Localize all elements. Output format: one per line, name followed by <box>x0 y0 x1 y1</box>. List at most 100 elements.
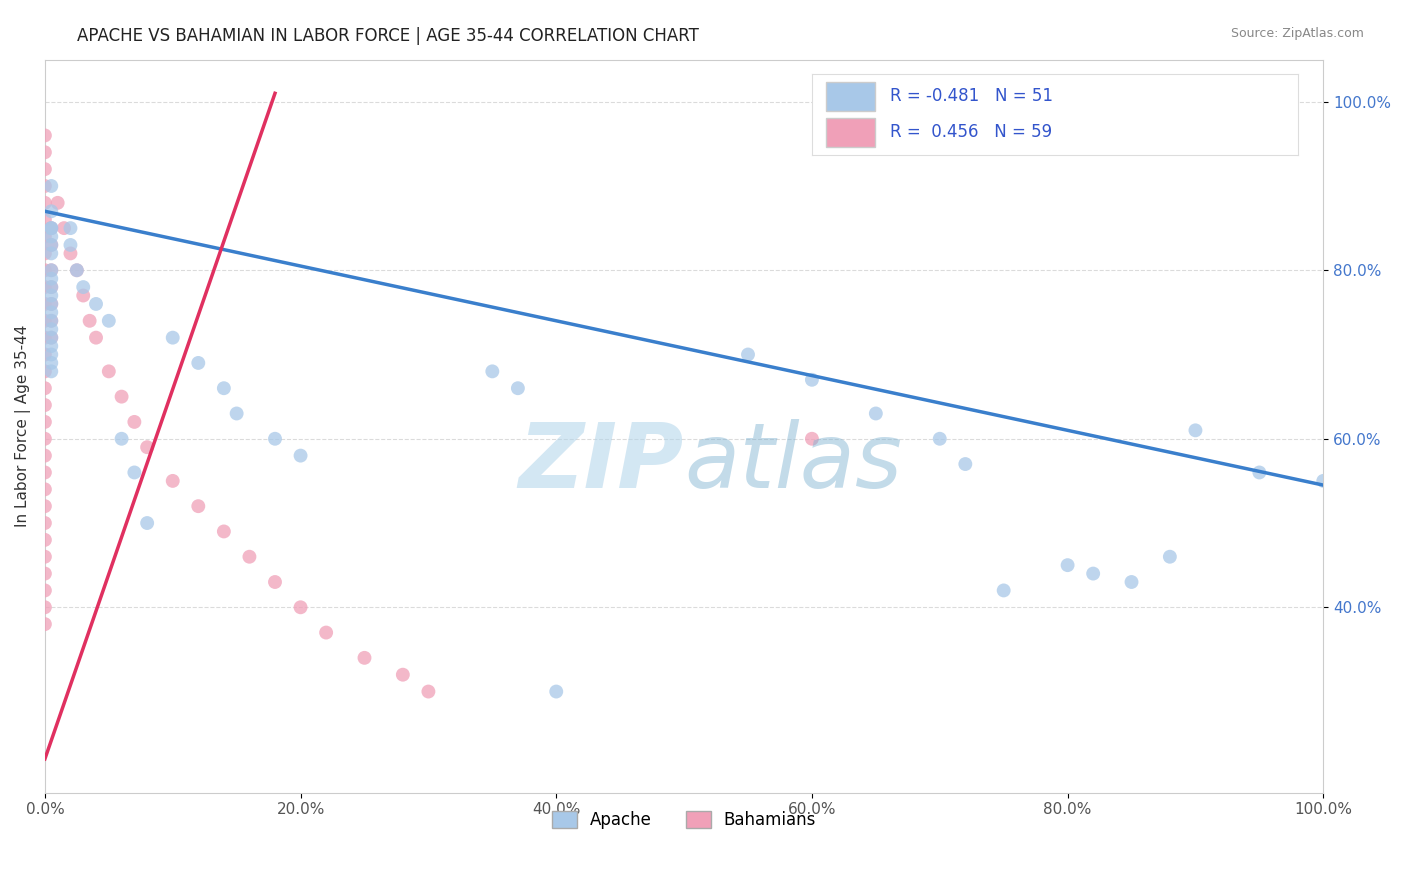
Point <box>34 617 56 632</box>
Point <box>39 356 62 370</box>
Point <box>34 583 56 598</box>
Text: atlas: atlas <box>685 418 903 507</box>
Point <box>34 212 56 227</box>
Point <box>39 221 62 235</box>
Point <box>39 297 62 311</box>
Point <box>212 524 235 539</box>
Point <box>34 415 56 429</box>
Point <box>39 271 62 285</box>
Point <box>136 516 159 530</box>
Point <box>800 432 823 446</box>
Point <box>34 246 56 260</box>
Point <box>264 432 287 446</box>
Point <box>1056 558 1078 573</box>
Point <box>72 280 94 294</box>
Point <box>66 263 89 277</box>
Point <box>290 449 312 463</box>
Legend: Apache, Bahamians: Apache, Bahamians <box>546 804 823 836</box>
Point <box>39 221 62 235</box>
Point <box>34 128 56 143</box>
Point <box>1159 549 1181 564</box>
Point <box>955 457 977 471</box>
Point <box>34 449 56 463</box>
Point <box>928 432 950 446</box>
Point <box>59 246 82 260</box>
Point <box>34 381 56 395</box>
Point <box>39 331 62 345</box>
Point <box>39 179 62 194</box>
Point <box>481 364 503 378</box>
Point <box>392 667 415 681</box>
Point <box>418 684 440 698</box>
Point <box>97 364 120 378</box>
Point <box>39 314 62 328</box>
Point <box>34 533 56 547</box>
Text: Source: ZipAtlas.com: Source: ZipAtlas.com <box>1230 27 1364 40</box>
Point <box>39 229 62 244</box>
Point <box>34 179 56 194</box>
Point <box>187 356 209 370</box>
Point <box>110 432 132 446</box>
Point <box>84 331 107 345</box>
Point <box>39 263 62 277</box>
Point <box>34 347 56 361</box>
Point <box>34 566 56 581</box>
Point <box>800 373 823 387</box>
Point <box>124 466 146 480</box>
Point <box>59 221 82 235</box>
Point <box>39 322 62 336</box>
Point <box>39 221 62 235</box>
Text: ZIP: ZIP <box>519 418 685 507</box>
Point <box>39 314 62 328</box>
Point <box>39 246 62 260</box>
Point <box>39 297 62 311</box>
Point <box>315 625 337 640</box>
Point <box>34 398 56 412</box>
Point <box>238 549 260 564</box>
Point <box>66 263 89 277</box>
Point <box>34 364 56 378</box>
Point <box>34 466 56 480</box>
Point <box>39 263 62 277</box>
Point <box>39 280 62 294</box>
Point <box>39 339 62 353</box>
Point <box>34 483 56 497</box>
Point <box>212 381 235 395</box>
Point <box>865 407 887 421</box>
Point <box>225 407 247 421</box>
Point <box>34 600 56 615</box>
Point <box>34 499 56 513</box>
Point <box>39 238 62 252</box>
Point <box>53 221 76 235</box>
Point <box>34 314 56 328</box>
Point <box>97 314 120 328</box>
Point <box>34 162 56 177</box>
Point <box>84 297 107 311</box>
Point <box>72 288 94 302</box>
Point <box>79 314 101 328</box>
Point <box>39 364 62 378</box>
Point <box>39 280 62 294</box>
Point <box>59 238 82 252</box>
Text: APACHE VS BAHAMIAN IN LABOR FORCE | AGE 35-44 CORRELATION CHART: APACHE VS BAHAMIAN IN LABOR FORCE | AGE … <box>77 27 699 45</box>
Point <box>39 347 62 361</box>
Point <box>39 288 62 302</box>
Point <box>506 381 529 395</box>
Point <box>1184 423 1206 437</box>
Point <box>187 499 209 513</box>
Point <box>34 263 56 277</box>
Point <box>34 229 56 244</box>
Point <box>1083 566 1105 581</box>
Point <box>136 440 159 454</box>
Point <box>1312 474 1334 488</box>
Point <box>39 204 62 219</box>
Point <box>34 145 56 160</box>
Point <box>162 474 184 488</box>
Point <box>353 650 375 665</box>
Point <box>1121 574 1143 589</box>
Point <box>290 600 312 615</box>
Point <box>546 684 568 698</box>
Point <box>34 549 56 564</box>
Point <box>34 432 56 446</box>
Point <box>993 583 1015 598</box>
